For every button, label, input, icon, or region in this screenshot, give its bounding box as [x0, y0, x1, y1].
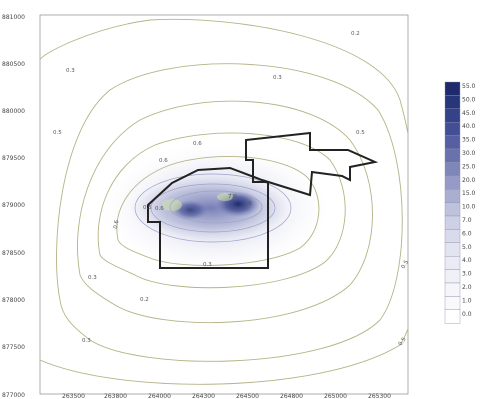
x-tick-label: 263500	[62, 393, 85, 399]
contour-label-f: 0.6	[193, 141, 202, 147]
inner-contour-2	[150, 183, 276, 233]
contour-label-r: 0.3	[82, 338, 91, 344]
x-tick-label: 264500	[236, 393, 259, 399]
contour-label-l: 0.6	[113, 219, 121, 229]
contour-label-h: 0.5	[143, 205, 152, 211]
contour-label-b: 0.3	[66, 68, 75, 74]
y-tick-label: 877500	[2, 344, 25, 351]
legend-label: 10.0	[462, 204, 476, 211]
legend-swatch	[444, 242, 461, 257]
contour-label-g: 0.6	[159, 158, 168, 164]
legend-swatch	[444, 162, 461, 176]
x-tick-label: 263800	[104, 393, 127, 399]
legend-swatch	[444, 309, 461, 324]
y-tick-label: 879500	[2, 155, 25, 162]
contour-line-1	[40, 18, 408, 385]
contour-line-2	[56, 63, 403, 362]
concentration-field	[40, 18, 408, 385]
y-tick-label: 877000	[2, 392, 25, 399]
field-inner-shading	[130, 176, 290, 240]
legend-swatch	[444, 256, 461, 270]
y-tick-label: 879000	[2, 202, 25, 209]
contour-label-c: 0.3	[273, 75, 282, 81]
inner-contours	[134, 173, 292, 243]
legend-label: 4.0	[462, 257, 472, 264]
y-tick-label: 878500	[2, 250, 25, 257]
contour-label-n: 0.3	[88, 275, 97, 281]
x-axis: 263500 263800 264000 264300 264500 26480…	[62, 393, 391, 399]
contour-label-i: 0.6	[155, 206, 164, 212]
contour-label-group: 0.2 0.3 0.3 0.5 0.5 0.6 0.6 0.5 0.6 7.0 …	[53, 31, 410, 347]
contour-lines	[40, 18, 408, 385]
legend-swatch	[444, 215, 461, 230]
x-tick-label: 265000	[324, 393, 347, 399]
y-axis: 881000 880500 880000 879500 879000 87850…	[2, 14, 25, 399]
legend-swatch	[444, 108, 461, 123]
legend-swatch	[444, 95, 461, 110]
contour-label-o: 0.5	[401, 259, 411, 270]
contour-label-d: 0.5	[53, 130, 62, 136]
legend-label: 45.0	[462, 110, 476, 117]
contour-label-a: 0.2	[351, 31, 360, 37]
legend-swatch	[444, 81, 461, 96]
legend-swatch	[444, 296, 461, 310]
x-tick-label: 265300	[368, 393, 391, 399]
contour-label-e: 0.5	[356, 130, 365, 136]
legend-swatch	[444, 135, 461, 150]
x-tick-label: 264800	[280, 393, 303, 399]
legend-swatch	[444, 121, 461, 136]
legend-swatch	[444, 282, 461, 297]
x-tick-label: 264000	[148, 393, 171, 399]
legend-label: 15.0	[462, 190, 476, 197]
legend-label: 40.0	[462, 123, 476, 130]
inner-contour-3	[169, 190, 263, 224]
legend-swatch	[444, 269, 461, 284]
contour-line-3	[77, 100, 373, 324]
x-tick-label: 264300	[192, 393, 215, 399]
contour-label-j: 7.0	[228, 194, 237, 200]
y-tick-label: 881000	[2, 14, 25, 21]
legend-label: 35.0	[462, 137, 476, 144]
legend-swatch	[444, 148, 461, 163]
contour-line-5	[116, 156, 320, 266]
field-yellow-patch-a	[162, 199, 182, 211]
contour-label-p: 0.2	[140, 297, 149, 303]
field-yellow-patch-b	[217, 193, 233, 201]
contour-label-q: 0.5	[398, 336, 408, 347]
y-tick-label: 880000	[2, 108, 25, 115]
legend-swatch	[444, 188, 461, 203]
legend-label: 25.0	[462, 163, 476, 170]
inner-contour-1	[134, 173, 292, 243]
legend-swatch	[444, 202, 461, 217]
legend-label: 2.0	[462, 284, 472, 291]
legend-label: 20.0	[462, 177, 476, 184]
legend-label: 30.0	[462, 150, 476, 157]
legend-label: 7.0	[462, 217, 472, 224]
legend-label: 55.0	[462, 83, 476, 90]
y-tick-label: 880500	[2, 61, 25, 68]
y-tick-label: 878000	[2, 297, 25, 304]
legend-swatch	[444, 229, 461, 243]
color-legend: 55.0 50.0 45.0 40.0 35.0 30.0 25.0 20.0 15.0 10.0…	[444, 81, 476, 324]
contour-label-m: 0.3	[203, 262, 212, 268]
contour-line-4	[97, 132, 346, 289]
site-boundary	[147, 131, 379, 269]
legend-swatch	[444, 175, 461, 190]
legend-label: 50.0	[462, 96, 476, 103]
legend-label: 5.0	[462, 244, 472, 251]
legend-label: 6.0	[462, 230, 472, 237]
contour-label-k: 7.0	[243, 201, 252, 207]
legend-label: 1.0	[462, 297, 472, 304]
legend-label: 0.0	[462, 311, 472, 318]
legend-label: 3.0	[462, 271, 472, 278]
